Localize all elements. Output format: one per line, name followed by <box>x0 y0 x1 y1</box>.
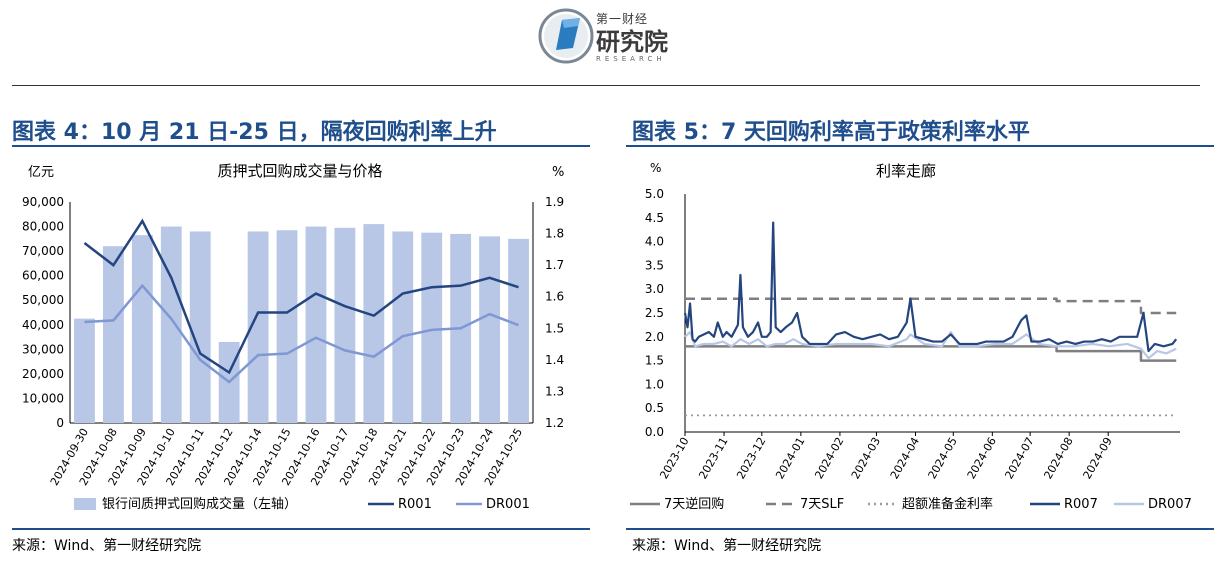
series-line-dr001 <box>84 283 519 384</box>
y-right-tick-label: 1.4 <box>545 353 564 367</box>
logo-big-text: 研究院 <box>596 28 668 56</box>
series-line-dr007 <box>684 330 1177 360</box>
y-unit: % <box>650 161 661 175</box>
volume-bar <box>189 231 211 423</box>
x-tick-label: 2024-07 <box>1002 435 1036 481</box>
y-right-unit: % <box>552 165 564 180</box>
logo-small-text: 第一财经 <box>596 12 649 26</box>
y-right-tick-label: 1.6 <box>545 290 564 304</box>
legend-label-7天slf: 7天SLF <box>800 497 844 512</box>
y-tick-label: 1.5 <box>645 354 664 368</box>
series-line-7天逆回购 <box>685 345 1177 362</box>
legend-label-dr001: DR001 <box>486 497 530 512</box>
y-tick-label: 5.0 <box>645 187 664 201</box>
logo-text: 第一财经 研究院 RESEARCH <box>596 10 668 63</box>
legend-label-r001: R001 <box>398 497 432 512</box>
report-header: 第一财经 研究院 RESEARCH <box>0 0 1214 86</box>
series-line-r001 <box>83 218 519 375</box>
legend-label-dr007: DR007 <box>1148 497 1192 512</box>
right-source: 来源：Wind、第一财经研究院 <box>632 538 822 554</box>
left-source-rule <box>12 528 590 530</box>
series-line-r007 <box>683 221 1178 353</box>
y-right-tick-label: 1.9 <box>545 195 564 209</box>
x-tick-label: 2024-08 <box>1042 435 1076 481</box>
y-tick-label: 1.0 <box>645 377 664 391</box>
x-tick-label: 2023-10 <box>657 435 691 481</box>
y-left-tick-label: 60,000 <box>22 269 64 283</box>
volume-bar <box>392 231 414 423</box>
legend-swatch-volume <box>74 498 96 510</box>
right-source-rule <box>626 528 1214 530</box>
y-tick-label: 2.0 <box>645 330 664 344</box>
y-right-tick-label: 1.5 <box>545 321 564 335</box>
legend-label-volume: 银行间质押式回购成交量（左轴） <box>102 496 297 512</box>
volume-bar <box>363 224 385 423</box>
volume-bar <box>276 230 298 423</box>
y-tick-label: 4.5 <box>645 211 664 225</box>
y-tick-label: 0.0 <box>645 425 664 439</box>
logo-en-text: RESEARCH <box>596 55 666 63</box>
volume-bar <box>421 232 443 423</box>
x-tick-label: 2024-06 <box>965 435 999 481</box>
x-tick-label: 2024-02 <box>812 435 846 481</box>
x-tick-label: 2024-03 <box>849 435 883 481</box>
y-left-unit: 亿元 <box>28 165 54 180</box>
x-tick-label: 2024-05 <box>926 435 960 481</box>
x-tick-label: 2024-09 <box>1081 435 1115 481</box>
x-tick-label: 2023-12 <box>734 435 768 481</box>
legend-label-超额准备金利率: 超额准备金利率 <box>902 496 993 512</box>
y-tick-label: 2.5 <box>645 306 664 320</box>
y-right-tick-label: 1.8 <box>545 227 564 241</box>
left-panel-title: 图表 4：10 月 21 日-25 日，隔夜回购利率上升 <box>12 120 497 145</box>
y-tick-label: 3.5 <box>645 258 664 272</box>
legend-label-7天逆回购: 7天逆回购 <box>664 496 724 512</box>
left-source: 来源：Wind、第一财经研究院 <box>12 538 202 554</box>
right-title-rule <box>626 145 1214 147</box>
right-panel-title: 图表 5：7 天回购利率高于政策利率水平 <box>632 120 1030 145</box>
volume-bar <box>247 231 269 423</box>
x-tick-label: 2023-11 <box>696 435 730 481</box>
volume-bar <box>131 235 153 423</box>
y-left-tick-label: 50,000 <box>22 293 64 307</box>
x-tick-label: 2024-01 <box>773 435 807 481</box>
volume-bar <box>160 226 182 423</box>
y-left-tick-label: 30,000 <box>22 342 64 356</box>
chart-title: 利率走廊 <box>876 162 936 180</box>
y-tick-label: 0.5 <box>645 401 664 415</box>
series-line-7天slf <box>685 297 1177 315</box>
x-tick-label: 2024-04 <box>888 435 922 481</box>
y-right-tick-label: 1.2 <box>545 416 564 430</box>
left-title-rule <box>12 145 590 147</box>
header-divider <box>12 85 1200 86</box>
y-left-tick-label: 40,000 <box>22 318 64 332</box>
y-left-tick-label: 70,000 <box>22 244 64 258</box>
volume-bar <box>102 246 124 423</box>
logo-icon <box>538 8 594 64</box>
y-left-tick-label: 80,000 <box>22 220 64 234</box>
y-left-tick-label: 0 <box>56 416 64 430</box>
y-tick-label: 3.0 <box>645 282 664 296</box>
volume-bar <box>508 238 529 423</box>
volume-bar <box>334 227 356 423</box>
y-right-tick-label: 1.7 <box>545 258 564 272</box>
repo-volume-price-chart: 质押式回购成交量与价格 亿元 % 0 10,000 20,000 30,000 40,000 5… <box>22 162 564 512</box>
legend-label-r007: R007 <box>1064 497 1098 512</box>
y-left-tick-label: 90,000 <box>22 195 64 209</box>
volume-bar <box>305 226 327 423</box>
y-right-tick-label: 1.3 <box>545 384 564 398</box>
chart-title: 质押式回购成交量与价格 <box>217 162 382 180</box>
y-left-tick-label: 10,000 <box>22 391 64 405</box>
rate-corridor-chart: 利率走廊% 0.0 0.5 1.0 1.5 2.0 2.5 3.0 3.5 4.0 4.5 5.0 20… <box>630 161 1192 512</box>
y-tick-label: 4.0 <box>645 235 664 249</box>
y-left-tick-label: 20,000 <box>22 367 64 381</box>
volume-bar <box>479 236 501 423</box>
volume-bar <box>74 318 95 423</box>
